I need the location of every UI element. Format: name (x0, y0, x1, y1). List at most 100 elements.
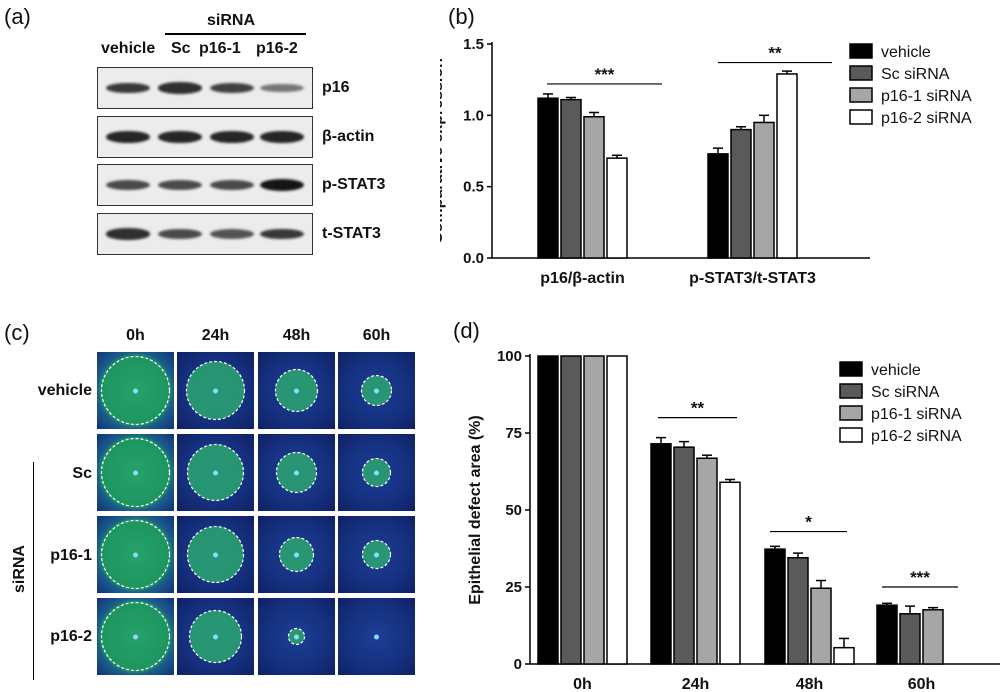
wound-image (258, 434, 335, 511)
panel-label-d: (d) (453, 318, 480, 343)
y-axis-label: Epithelial defect area (%) (467, 415, 484, 604)
wound-boundary (188, 609, 243, 664)
blot-band (106, 228, 150, 240)
y-tick-label: 1.0 (463, 107, 484, 124)
y-tick-label: 0.5 (463, 179, 484, 196)
wound-boundary (287, 627, 306, 646)
time-label-0h: 0h (126, 327, 145, 344)
wound-overlay (275, 451, 318, 494)
legend-swatch (839, 383, 863, 399)
blot-band (158, 82, 202, 94)
blot-band (106, 131, 150, 143)
light-reflex (213, 388, 218, 394)
blot-band (260, 179, 304, 191)
legend-label: Sc siRNA (871, 384, 940, 401)
legend-swatch (849, 43, 873, 59)
wound-overlay (185, 360, 246, 421)
sirna-vertical-label: siRNA (11, 545, 28, 594)
light-reflex (133, 634, 138, 640)
panel-label-b: (b) (448, 4, 475, 29)
blot-band (106, 82, 150, 94)
wound-overlay (361, 539, 392, 570)
y-tick-label: 100 (497, 348, 522, 365)
wound-image (177, 434, 254, 511)
blot-band (158, 179, 202, 191)
bar (707, 153, 729, 259)
wound-overlay (287, 627, 306, 646)
light-reflex (374, 552, 379, 558)
wound-overlay (186, 525, 245, 584)
time-label-60h: 60h (362, 327, 391, 344)
y-tick-label: 75 (505, 425, 522, 442)
wound-overlay (360, 374, 393, 407)
light-reflex (374, 634, 379, 640)
row-label-p16-2: p16-2 (50, 628, 92, 645)
blot-label-t-stat3: t-STAT3 (322, 225, 381, 242)
bar (719, 481, 741, 665)
blot-band (210, 131, 254, 143)
light-reflex (294, 634, 299, 640)
time-label-24h: 24h (201, 327, 230, 344)
light-reflex (294, 470, 299, 476)
wound-boundary (361, 457, 392, 488)
y-tick-label: 50 (505, 502, 522, 519)
wound-overlay (100, 519, 171, 590)
blot-strip-p-stat3 (97, 164, 313, 206)
blot-band (260, 131, 304, 143)
wound-overlay (100, 355, 171, 426)
bar (787, 556, 809, 665)
y-tick-label: 0.0 (463, 250, 484, 267)
panel-label-a: (a) (4, 4, 31, 29)
lane-label-p16-2: p16-2 (256, 40, 298, 57)
x-tick-label: 24h (682, 676, 710, 692)
light-reflex (133, 388, 138, 394)
legend-label: Sc siRNA (881, 66, 950, 83)
wound-boundary (278, 536, 315, 573)
bar (776, 73, 798, 259)
wound-overlay (361, 457, 392, 488)
expression-bar-chart: 0.0 0.5 1.0 1.5 Comparative expression p16/β-… (440, 36, 972, 287)
epithelial-defect-bar-chart: 0 25 50 75 100 Epithelial defect area (%) 0h 24… (467, 348, 1000, 692)
wound-image (258, 516, 335, 593)
bar (606, 355, 628, 665)
wound-boundary (100, 601, 171, 672)
bar (696, 457, 718, 665)
wound-boundary (100, 355, 171, 426)
bar (922, 609, 944, 665)
bar (673, 446, 695, 665)
light-reflex (294, 388, 299, 394)
light-reflex (374, 470, 379, 476)
wound-boundary (361, 539, 392, 570)
legend-label: p16-2 siRNA (871, 428, 962, 445)
y-tick-label: 0 (514, 656, 522, 673)
light-reflex (294, 552, 299, 558)
bar (876, 604, 898, 665)
bar (583, 116, 605, 259)
wound-boundary (275, 451, 318, 494)
wound-boundary (100, 437, 171, 508)
blot-label-p16: p16 (322, 79, 350, 96)
y-tick-label: 1.5 (463, 36, 484, 53)
wound-boundary (100, 519, 171, 590)
wound-overlay (278, 536, 315, 573)
light-reflex (213, 552, 218, 558)
blot-band (106, 179, 150, 191)
bar (833, 646, 855, 665)
bar (560, 355, 582, 665)
significance-marker: ** (691, 399, 705, 418)
blot-band (260, 83, 304, 93)
wound-image (338, 516, 415, 593)
wound-overlay (186, 443, 245, 502)
row-label-sc: Sc (72, 465, 92, 482)
legend-swatch (839, 361, 863, 377)
light-reflex (374, 388, 379, 394)
x-tick-label: 60h (908, 676, 936, 692)
legend-swatch (849, 87, 873, 103)
blot-strip-beta-actin (97, 116, 313, 158)
wound-image (338, 352, 415, 429)
wound-overlay (274, 368, 319, 413)
wound-image (97, 434, 174, 511)
lane-label-vehicle: vehicle (101, 40, 156, 57)
wound-boundary (186, 525, 245, 584)
legend-label: p16-2 siRNA (881, 110, 972, 127)
